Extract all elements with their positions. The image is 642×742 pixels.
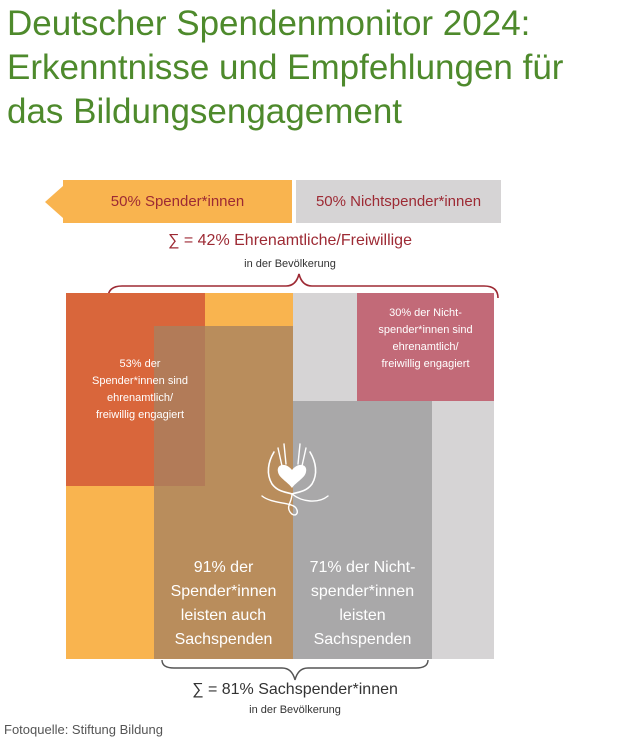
sum-volunteers-sublabel: in der Bevölkerung — [244, 258, 336, 270]
nondonors-tag: 50% Nichtspender*innen — [296, 180, 501, 223]
sum-volunteers-label: ∑ = 42% Ehrenamtliche/Freiwillige — [168, 232, 412, 249]
sum-inkind-label: ∑ = 81% Sachspender*innen — [192, 681, 398, 698]
donors-tag: 50% Spender*innen — [63, 180, 292, 223]
bottom-brace — [161, 659, 429, 681]
title-line-3: das Bildungsengagement — [7, 92, 403, 131]
hands-heart-icon — [261, 443, 329, 516]
donors-inkind-text: 91% der Spender*innen leisten auch Sachs… — [170, 559, 277, 648]
title-line-1: Deutscher Spendenmonitor 2024: — [7, 4, 531, 43]
nondonors-inkind-box — [293, 401, 432, 659]
page-title: Deutscher Spendenmonitor 2024: Erkenntni… — [7, 2, 637, 134]
donors-volunteer-text: 53% der Spender*innen sind ehrenamtlich/… — [91, 358, 189, 421]
photo-caption: Fotoquelle: Stiftung Bildung — [4, 722, 163, 737]
title-line-2: Erkenntnisse und Empfehlungen für — [7, 48, 564, 87]
nondonors-volunteer-text: 30% der Nicht- spender*innen sind ehrena… — [378, 307, 473, 370]
nondonors-volunteer-box — [357, 293, 494, 401]
top-brace — [107, 273, 499, 299]
nondonors-inkind-text: 71% der Nicht- spender*innen leisten Sac… — [309, 559, 416, 648]
arrow-left-icon — [45, 186, 63, 218]
donors-inkind-box — [154, 326, 293, 659]
sum-inkind-sublabel: in der Bevölkerung — [249, 704, 341, 716]
